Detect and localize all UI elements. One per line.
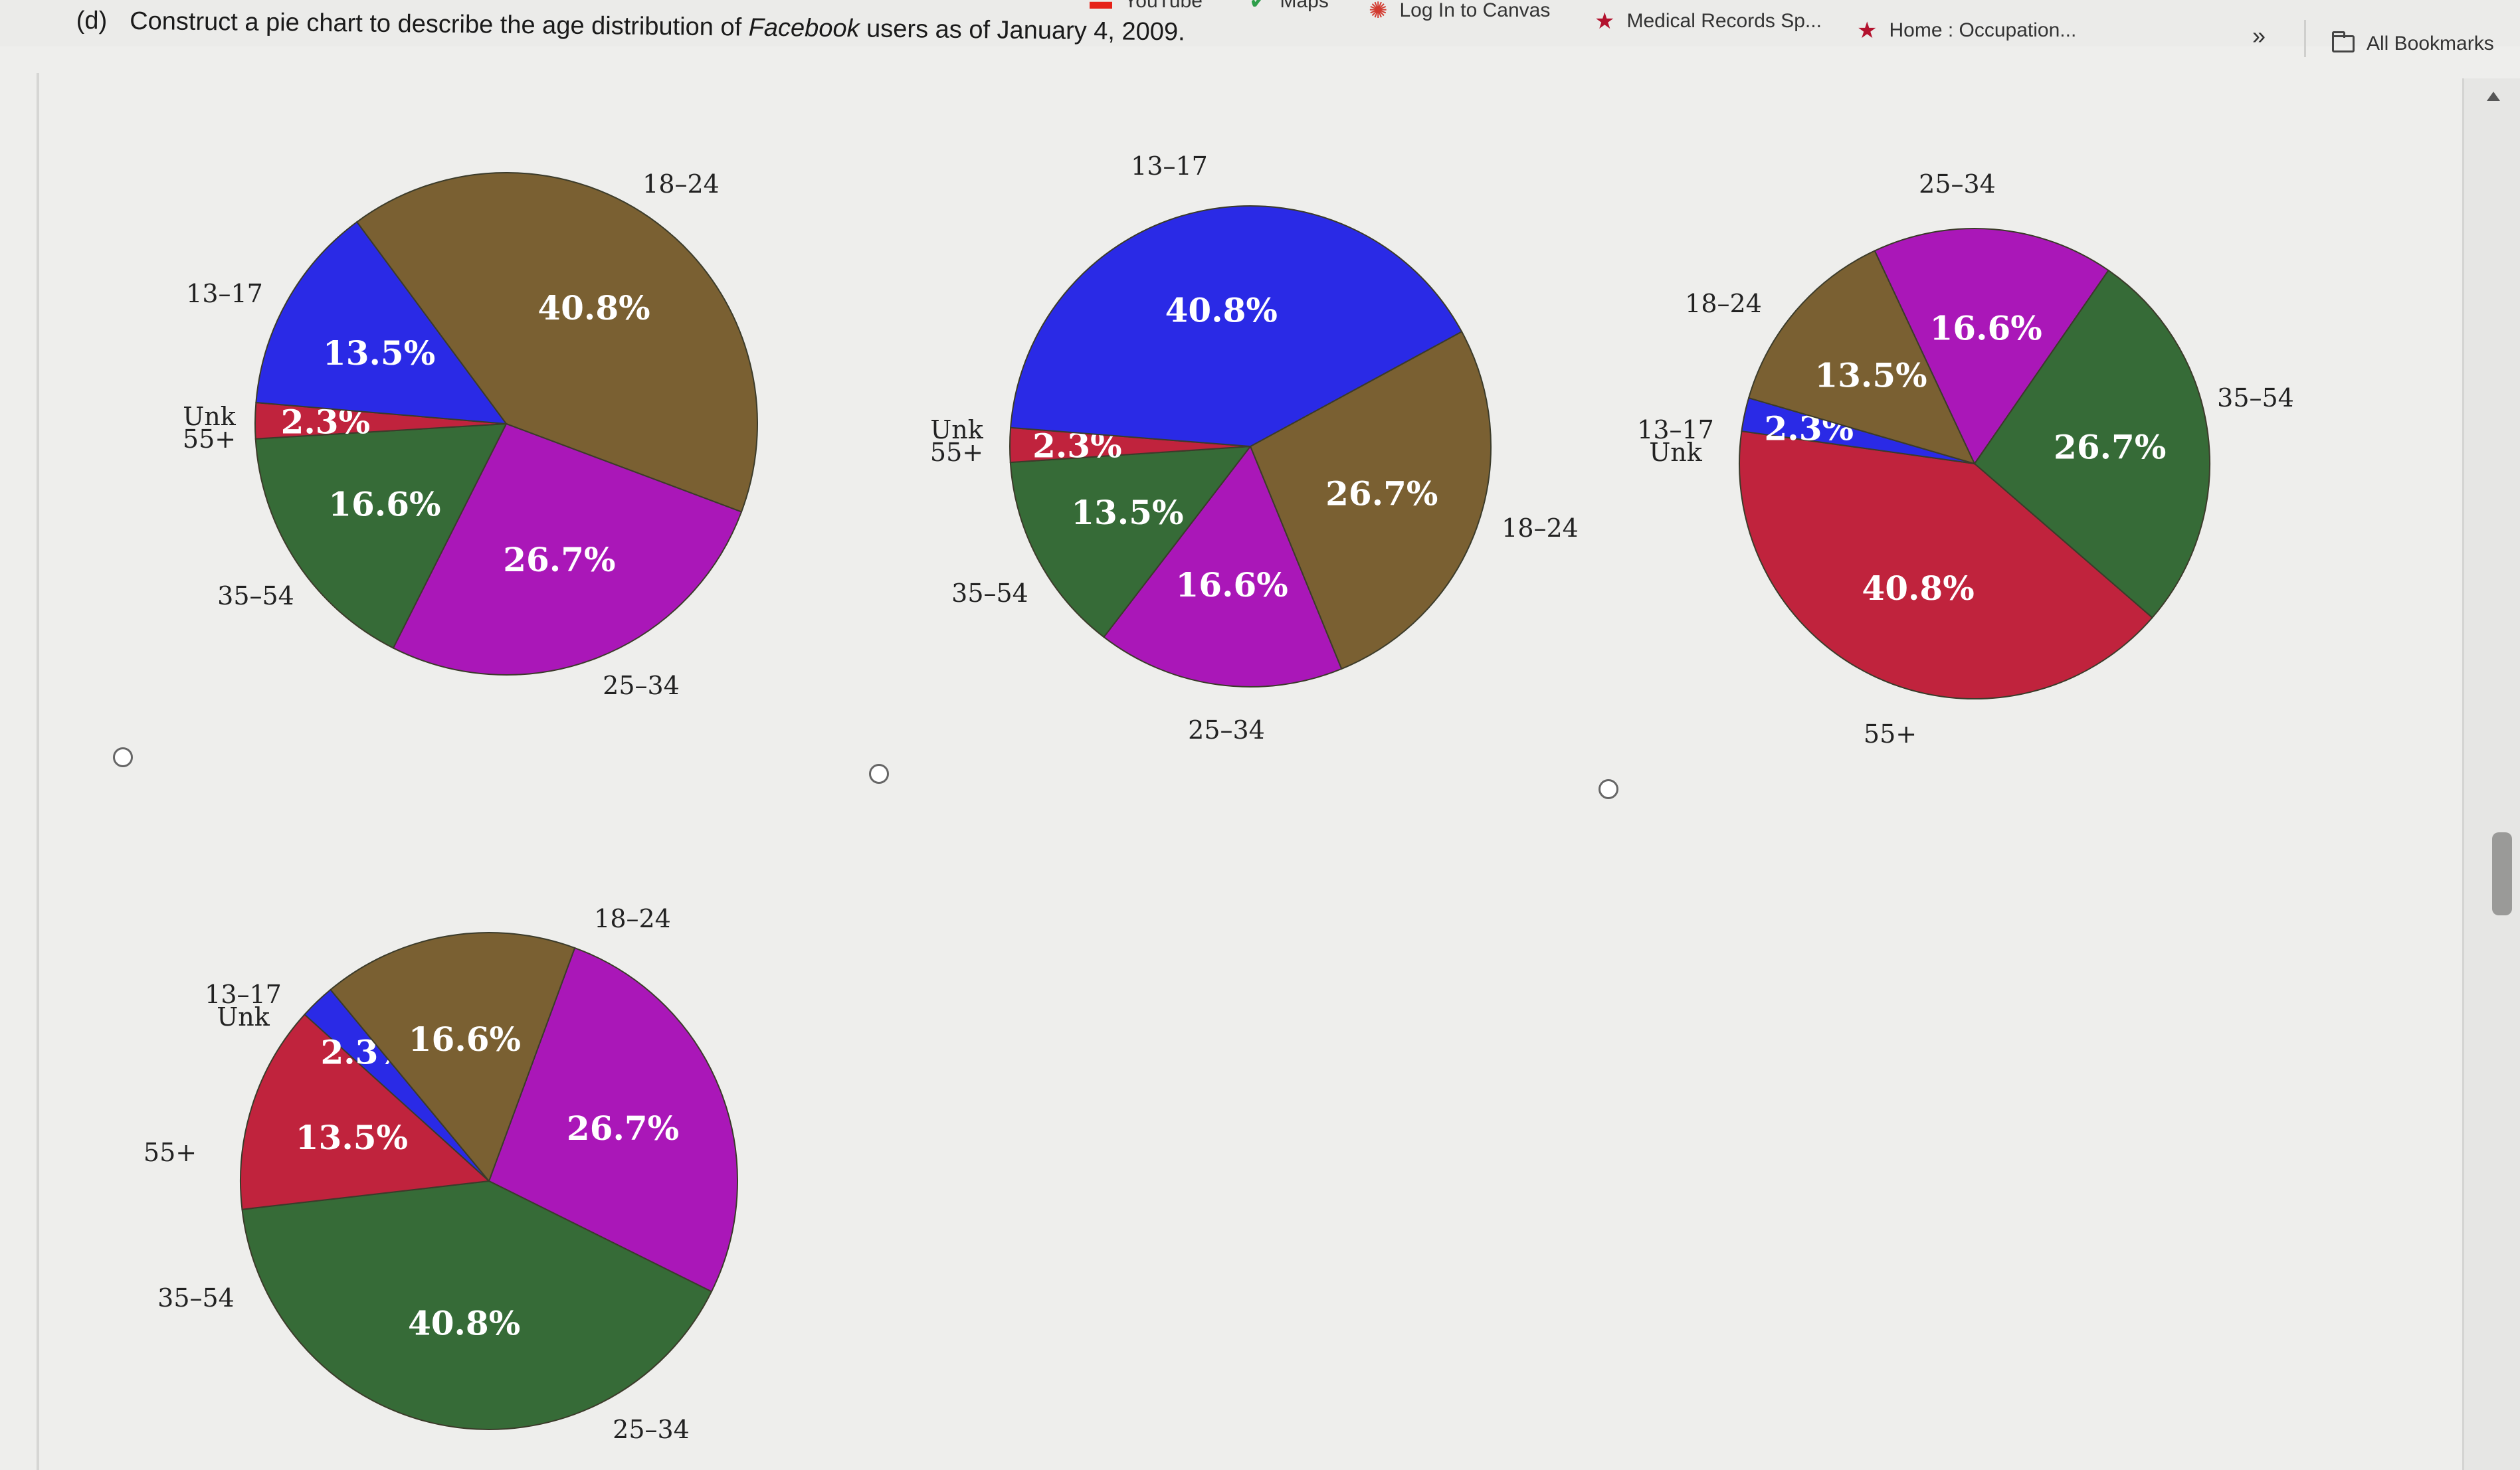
pie-category-label: 25–34 — [613, 1415, 690, 1444]
pie-percent-label: 26.7% — [2054, 427, 2166, 466]
pie-slice — [1010, 205, 1463, 448]
vertical-scrollbar[interactable] — [2462, 78, 2520, 1470]
pie-slice — [255, 221, 508, 425]
pie-category-label: 25–34 — [1188, 715, 1265, 745]
pie-category-label: 13–17 Unk — [205, 980, 282, 1032]
bookmark-maps[interactable]: ✔ Maps — [1249, 0, 1329, 21]
bookmark-label: Medical Records Sp... — [1626, 10, 1822, 32]
pie-slice — [1009, 445, 1252, 638]
folder-icon — [2332, 31, 2355, 52]
pie-category-label: 35–54 — [951, 579, 1028, 608]
canvas-icon: ✺ — [1369, 0, 1388, 23]
youtube-icon: ▬ — [1090, 0, 1112, 14]
pie-category-label: Unk 55+ — [930, 415, 984, 467]
pie-category-label: 18–24 — [1685, 289, 1762, 318]
pie-slice — [1747, 250, 1976, 465]
pie-slice — [254, 422, 508, 649]
pie-percent-label: 16.6% — [328, 485, 440, 524]
pie-slice — [240, 1013, 491, 1210]
pie-percent-label: 40.8% — [1862, 569, 1974, 608]
pie-percent-label: 40.8% — [1165, 291, 1278, 330]
bookmark-label: Home : Occupation... — [1889, 19, 2077, 41]
pie-category-label: 55+ — [1864, 719, 1917, 749]
pie-category-label: 18–24 — [642, 169, 720, 199]
pie-category-label: 55+ — [144, 1138, 197, 1167]
pie-category-label: 18–24 — [594, 904, 671, 933]
pie-percent-label: 26.7% — [1325, 474, 1438, 513]
pie-percent-label: 16.6% — [409, 1020, 521, 1059]
star-icon: ★ — [1595, 9, 1615, 34]
pie-slice — [241, 1180, 713, 1431]
bookmark-label: YouTube — [1124, 0, 1203, 12]
pie-slice — [1249, 330, 1492, 670]
all-bookmarks-button[interactable]: All Bookmarks — [2332, 24, 2494, 64]
pie-slice — [1973, 269, 2210, 619]
pie-category-label: 13–17 Unk — [1637, 415, 1714, 467]
pie-percent-label: 13.5% — [1071, 493, 1183, 532]
bookmark-home-occupation[interactable]: ★ Home : Occupation... — [1857, 11, 2076, 50]
pie-percent-label: 13.5% — [296, 1118, 408, 1157]
scroll-up-arrow-icon[interactable] — [2487, 92, 2500, 101]
pie-slice — [488, 947, 738, 1293]
pie-percent-label: 26.7% — [567, 1109, 679, 1148]
panel-border — [37, 73, 39, 1470]
pie-slice — [1103, 445, 1343, 688]
pie-category-label: 13–17 — [186, 279, 263, 308]
pie-slice — [1874, 228, 2109, 465]
pie-category-label: 13–17 — [1131, 151, 1208, 181]
pie-category-label: 35–54 — [217, 581, 294, 610]
pie-percent-label: 40.8% — [408, 1304, 520, 1343]
more-bookmarks-chevron-icon[interactable]: » — [2252, 22, 2266, 49]
answer-option-3-radio[interactable] — [1599, 779, 1618, 799]
pie-slice — [355, 172, 758, 513]
all-bookmarks-label: All Bookmarks — [2367, 33, 2494, 54]
pie-percent-label: 26.7% — [503, 540, 615, 579]
pie-category-label: 25–34 — [603, 671, 680, 700]
star-icon: ★ — [1857, 18, 1878, 43]
bookmarks-divider — [2304, 20, 2306, 57]
pie-slice — [392, 422, 743, 676]
pie-percent-label: 16.6% — [1929, 308, 2042, 347]
pie-percent-label: 16.6% — [1175, 565, 1288, 604]
answer-option-1-radio[interactable] — [113, 747, 133, 767]
bookmarks-bar: ▬ YouTube ✔ Maps ✺ Log In to Canvas ★ Me… — [0, 0, 2520, 57]
bookmark-label: Log In to Canvas — [1399, 0, 1551, 21]
pie-percent-label: 13.5% — [1814, 356, 1927, 395]
bookmark-youtube[interactable]: ▬ YouTube — [1090, 0, 1203, 21]
pie-category-label: 35–54 — [157, 1283, 235, 1313]
bookmark-canvas[interactable]: ✺ Log In to Canvas — [1369, 0, 1550, 31]
pie-percent-label: 13.5% — [323, 333, 435, 373]
pie-percent-label: 40.8% — [537, 288, 650, 327]
maps-pin-icon: ✔ — [1249, 0, 1268, 14]
pie-category-label: Unk 55+ — [183, 402, 237, 454]
pie-category-label: 18–24 — [1502, 513, 1579, 543]
bookmark-label: Maps — [1280, 0, 1329, 12]
bookmark-medical-records[interactable]: ★ Medical Records Sp... — [1595, 1, 1822, 41]
pie-category-label: 25–34 — [1919, 169, 1996, 199]
scrollbar-thumb[interactable] — [2492, 832, 2512, 915]
answer-option-2-radio[interactable] — [869, 764, 889, 784]
pie-category-label: 35–54 — [2217, 383, 2294, 413]
pie-slice — [1739, 430, 2153, 699]
pie-slice — [330, 932, 576, 1182]
